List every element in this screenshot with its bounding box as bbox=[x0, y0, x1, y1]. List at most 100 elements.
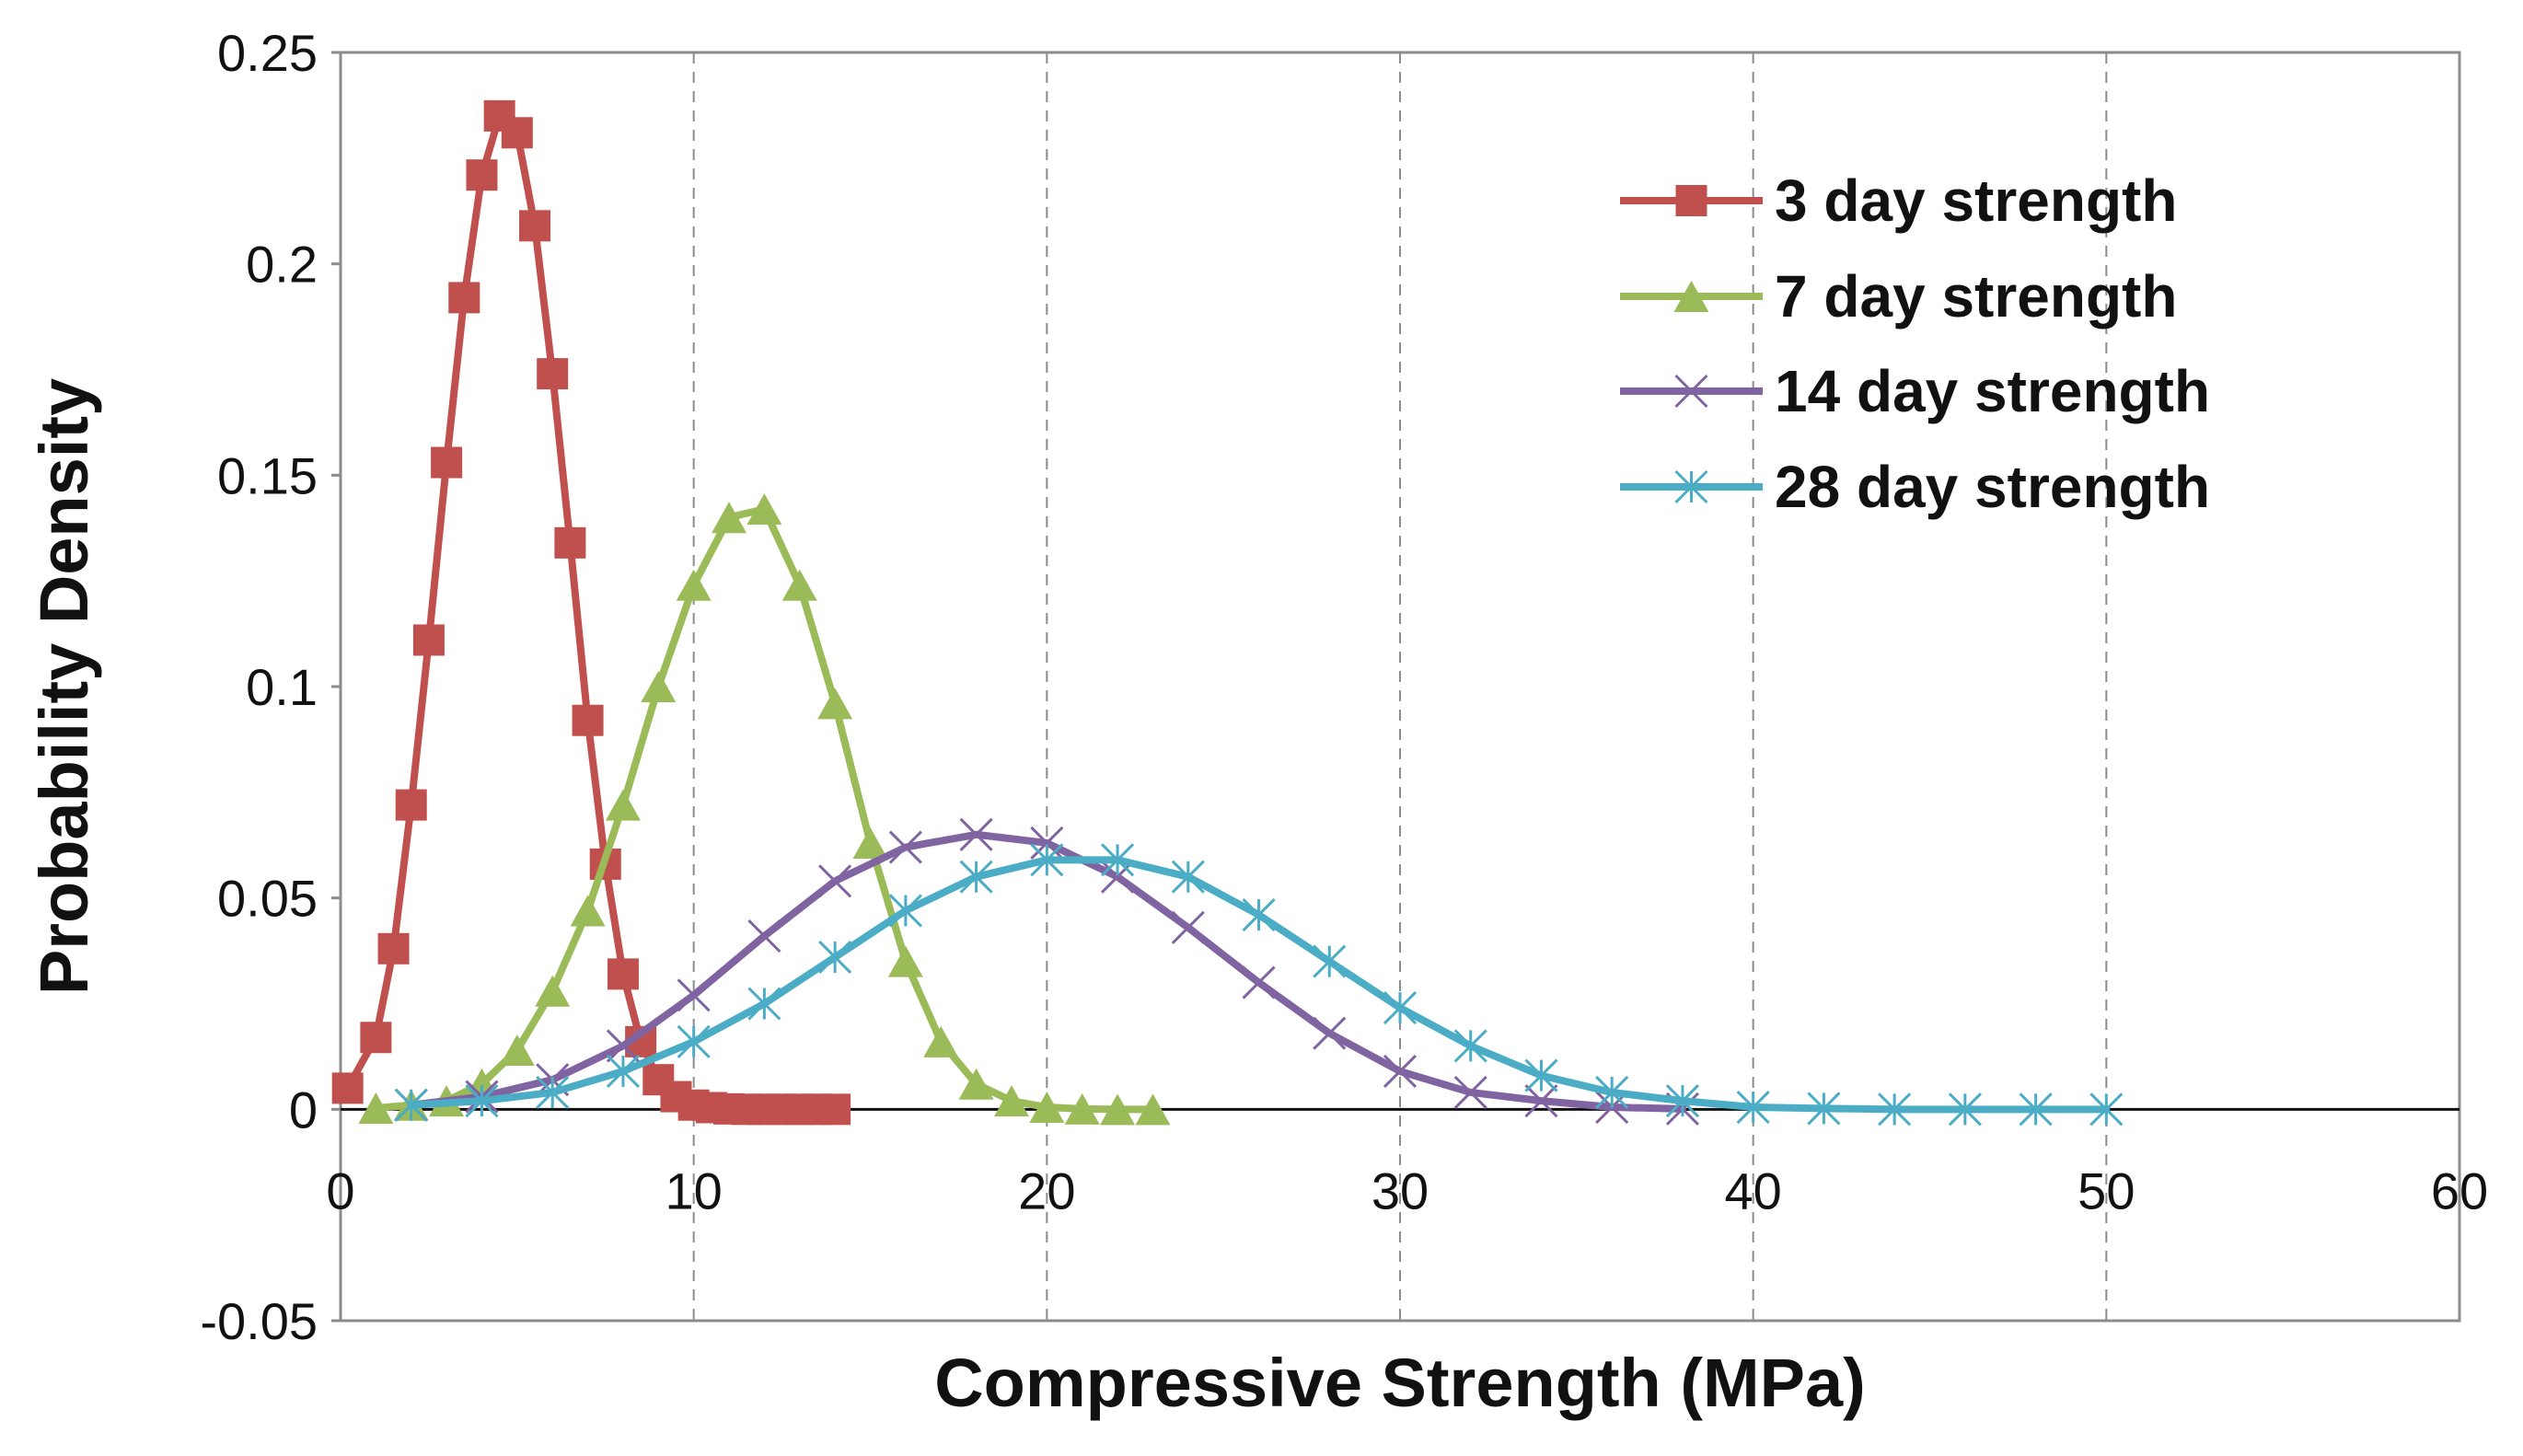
x-tick-label: 50 bbox=[2077, 1161, 2135, 1219]
data-point bbox=[1135, 1093, 1171, 1126]
data-point bbox=[1171, 860, 1205, 894]
series-layer bbox=[331, 99, 2124, 1127]
data-point bbox=[331, 1072, 364, 1104]
y-tick-label: 0 bbox=[289, 1080, 318, 1138]
data-point bbox=[1030, 843, 1064, 877]
data-point bbox=[554, 526, 586, 559]
series-28-day-strength bbox=[394, 843, 2124, 1127]
data-point bbox=[1242, 897, 1276, 932]
data-point bbox=[1524, 1084, 1558, 1118]
data-point bbox=[499, 1034, 535, 1067]
data-point bbox=[1101, 843, 1135, 877]
data-point bbox=[888, 830, 922, 864]
legend-marker bbox=[1674, 469, 1708, 504]
data-point bbox=[887, 945, 923, 977]
data-point bbox=[1101, 860, 1135, 894]
x-tick-label: 20 bbox=[1018, 1161, 1075, 1219]
data-point bbox=[817, 688, 853, 720]
data-point bbox=[1383, 991, 1418, 1025]
data-point bbox=[747, 987, 781, 1021]
data-point bbox=[677, 1024, 711, 1058]
data-point bbox=[1064, 1092, 1100, 1125]
y-tick-label: 0.15 bbox=[217, 446, 318, 504]
legend-item: 28 day strength bbox=[1620, 454, 2210, 520]
y-tick-label: 0.1 bbox=[246, 658, 318, 716]
data-point bbox=[1030, 826, 1064, 861]
data-point bbox=[1453, 1029, 1487, 1063]
data-point bbox=[1313, 1016, 1347, 1050]
legend-label: 7 day strength bbox=[1775, 263, 2177, 329]
data-point bbox=[572, 704, 604, 736]
data-point bbox=[535, 975, 571, 1007]
data-point bbox=[2019, 1092, 2053, 1127]
legend-label: 14 day strength bbox=[1775, 358, 2210, 424]
legend-marker bbox=[1674, 374, 1708, 409]
data-point bbox=[1242, 965, 1276, 1000]
data-point bbox=[1313, 944, 1347, 978]
data-point bbox=[746, 493, 782, 526]
data-point bbox=[466, 159, 498, 191]
data-point bbox=[606, 1029, 640, 1063]
y-axis-ticks: 0.25 0.2 0.15 0.1 0.05 0 -0.05 bbox=[200, 24, 341, 1350]
legend-item: 3 day strength bbox=[1620, 168, 2177, 234]
data-point bbox=[1878, 1092, 1912, 1127]
data-point bbox=[852, 826, 888, 859]
data-point bbox=[519, 210, 551, 242]
y-tick-label: 0.25 bbox=[217, 24, 318, 82]
data-point bbox=[959, 817, 993, 851]
x-axis-ticks: 0 10 20 30 40 50 60 bbox=[326, 1161, 2488, 1219]
legend-item: 14 day strength bbox=[1620, 358, 2210, 424]
data-point bbox=[501, 117, 533, 149]
x-tick-label: 60 bbox=[2431, 1161, 2488, 1219]
y-tick-label: -0.05 bbox=[200, 1292, 318, 1350]
x-tick-label: 10 bbox=[665, 1161, 723, 1219]
legend-label: 28 day strength bbox=[1775, 454, 2210, 520]
data-point bbox=[818, 940, 852, 975]
data-point bbox=[605, 789, 641, 821]
data-point bbox=[1100, 1093, 1136, 1126]
legend-label: 3 day strength bbox=[1775, 168, 2177, 234]
data-point bbox=[1807, 1092, 1841, 1126]
x-tick-label: 40 bbox=[1725, 1161, 1782, 1219]
data-point bbox=[465, 1084, 499, 1118]
legend-item: 7 day strength bbox=[1620, 263, 2177, 329]
data-point bbox=[818, 864, 852, 898]
data-point bbox=[431, 446, 463, 479]
data-point bbox=[1948, 1092, 1982, 1127]
data-point bbox=[923, 1025, 959, 1057]
data-point bbox=[1595, 1075, 1629, 1110]
data-point bbox=[677, 978, 711, 1012]
data-point bbox=[358, 1092, 394, 1124]
data-point bbox=[536, 1075, 570, 1110]
data-point bbox=[1665, 1084, 1699, 1118]
data-point bbox=[993, 1085, 1029, 1117]
y-tick-label: 0.2 bbox=[246, 236, 318, 294]
data-point bbox=[1171, 910, 1205, 944]
data-point bbox=[959, 860, 993, 894]
data-point bbox=[1524, 1058, 1558, 1092]
legend-marker bbox=[1675, 185, 1707, 216]
data-point bbox=[712, 502, 747, 534]
data-point bbox=[1736, 1090, 1770, 1125]
data-point bbox=[607, 958, 639, 990]
data-point bbox=[395, 789, 427, 821]
y-axis-title: Probability Density bbox=[26, 378, 102, 995]
data-point bbox=[537, 358, 569, 390]
data-point bbox=[2089, 1092, 2124, 1127]
data-point bbox=[394, 1088, 428, 1122]
data-point bbox=[1383, 1054, 1418, 1089]
x-tick-label: 30 bbox=[1371, 1161, 1429, 1219]
data-point bbox=[570, 895, 606, 927]
data-point bbox=[781, 569, 817, 601]
data-point bbox=[676, 569, 712, 601]
data-point bbox=[958, 1068, 994, 1100]
y-tick-label: 0.05 bbox=[217, 870, 318, 928]
data-point bbox=[377, 932, 410, 965]
data-point bbox=[360, 1022, 392, 1054]
legend: 3 day strength 7 day strength 14 day stren… bbox=[1620, 168, 2210, 520]
x-axis-title: Compressive Strength (MPa) bbox=[934, 1345, 1866, 1421]
data-point bbox=[888, 894, 922, 928]
data-point bbox=[448, 282, 480, 314]
x-tick-label: 0 bbox=[326, 1161, 354, 1219]
